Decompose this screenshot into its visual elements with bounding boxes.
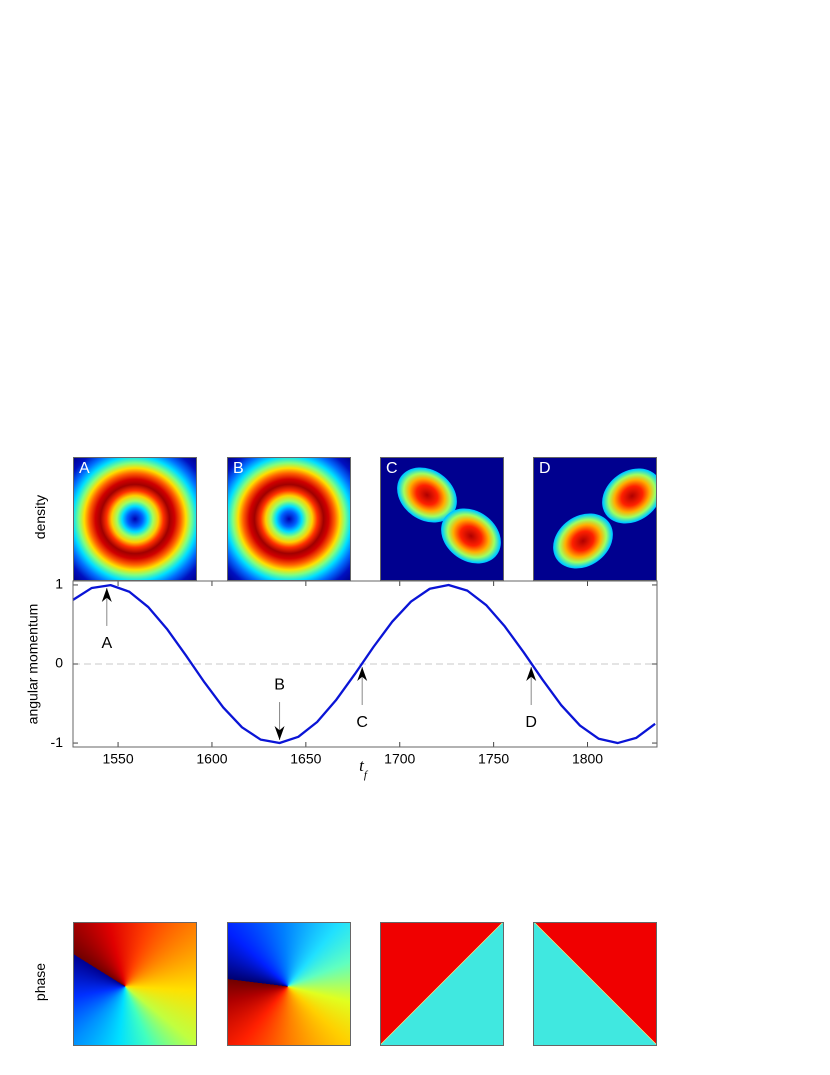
panel-label: D [539, 460, 551, 477]
arrow-head [357, 667, 368, 681]
line-chart: -1 0 1 1550 1600 1650 1700 1750 1800 angular mome… [25, 576, 658, 781]
annotation-label: C [356, 714, 368, 731]
phase-image [227, 922, 351, 1046]
phase-image [533, 922, 657, 1046]
phase-image [73, 922, 197, 1046]
x-axis-label: tf [359, 756, 369, 781]
x-tick-label: 1550 [102, 751, 133, 767]
x-tick-label: 1600 [196, 751, 227, 767]
x-axis-label-main: t [359, 756, 365, 775]
density-image: B [227, 457, 351, 581]
annotation-label: D [525, 714, 537, 731]
y-tick-label: 1 [55, 576, 63, 592]
x-tick-label: 1800 [572, 751, 603, 767]
density-image: D [533, 457, 657, 581]
plot-frame [72, 580, 658, 748]
x-tick-label: 1700 [384, 751, 415, 767]
annotation-label: A [101, 635, 112, 652]
arrow-head [274, 726, 285, 741]
arrow-head [526, 667, 537, 681]
row-label: phase [32, 962, 48, 1002]
density-image: C [380, 457, 504, 581]
annotation-label: B [274, 676, 285, 693]
series-line [72, 583, 656, 745]
density-image: A [73, 457, 197, 581]
panel-label: C [386, 460, 398, 477]
y-tick-label: 0 [55, 655, 63, 671]
y-axis-label: angular momentum [25, 604, 41, 725]
panel-label: A [79, 460, 90, 477]
y-tick-label: -1 [51, 734, 64, 750]
x-tick-label: 1750 [478, 751, 509, 767]
arrow-head [101, 587, 112, 602]
x-tick-label: 1650 [290, 751, 321, 767]
x-axis-label-sub: f [364, 769, 369, 781]
phase-image [380, 922, 504, 1046]
row-label: density [32, 494, 48, 540]
panel-label: B [233, 460, 244, 477]
